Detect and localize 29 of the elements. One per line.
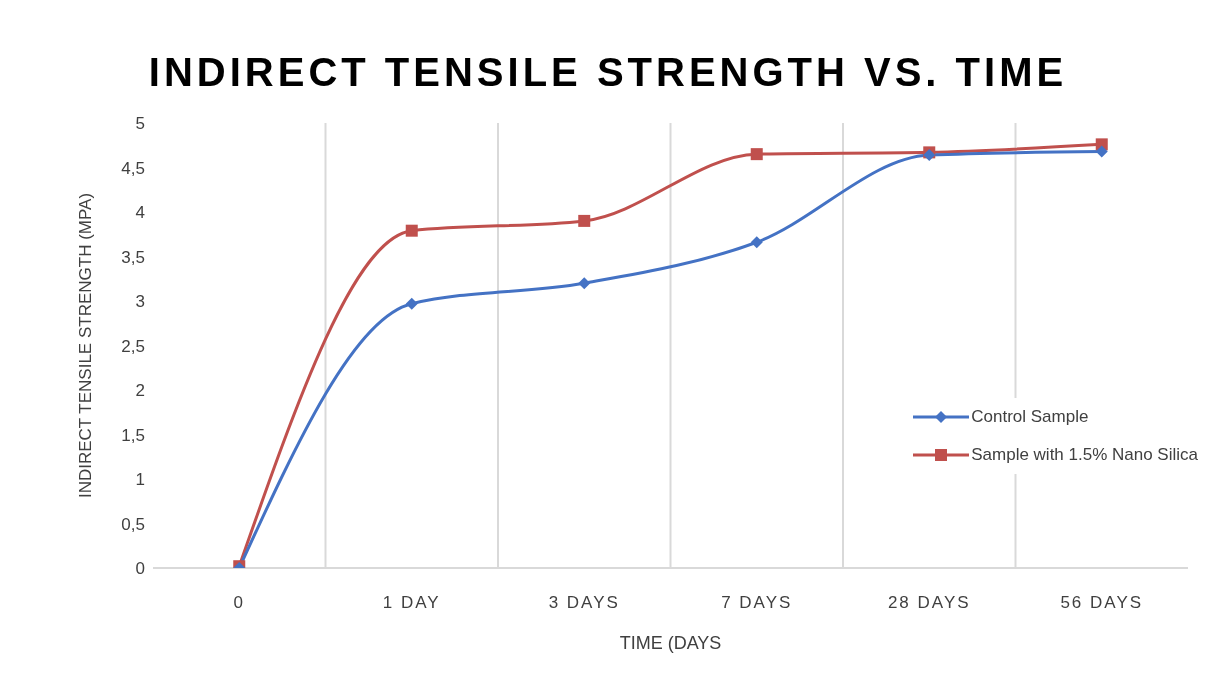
point: [578, 214, 591, 227]
y-tick-label: 5: [135, 114, 145, 134]
y-axis-title: INDIRECT TENSILE STRENGTH (MPA): [76, 192, 96, 499]
x-tick-label: 3 DAYS: [548, 593, 620, 613]
y-tick-label: 3: [135, 292, 145, 312]
point: [405, 224, 418, 237]
legend-label: Control Sample: [971, 407, 1089, 427]
x-axis-title: TIME (DAYS: [619, 632, 722, 653]
y-tick-label: 1: [135, 470, 145, 490]
chart-title: INDIRECT TENSILE STRENGTH VS. TIME: [147, 50, 1069, 95]
point: [578, 277, 591, 290]
point: [750, 148, 763, 161]
y-tick-label: 2,5: [121, 336, 145, 356]
x-tick-label: 56 DAYS: [1060, 593, 1144, 613]
y-tick-label: 0: [135, 559, 145, 579]
point: [1095, 145, 1108, 158]
legend-label: Sample with 1.5% Nano Silica: [971, 445, 1198, 465]
x-tick-label: 28 DAYS: [887, 593, 971, 613]
point: [405, 297, 418, 310]
x-tick-label: 1 DAY: [382, 593, 441, 613]
y-tick-label: 3,5: [121, 247, 145, 267]
y-tick-label: 1,5: [121, 425, 145, 445]
y-tick-label: 4,5: [121, 158, 145, 178]
x-tick-label: 7 DAYS: [721, 593, 793, 613]
y-tick-label: 2: [135, 381, 145, 401]
y-tick-label: 4: [135, 203, 145, 223]
point: [750, 236, 763, 249]
x-tick-label: 0: [233, 593, 245, 613]
y-tick-label: 0,5: [121, 514, 145, 534]
